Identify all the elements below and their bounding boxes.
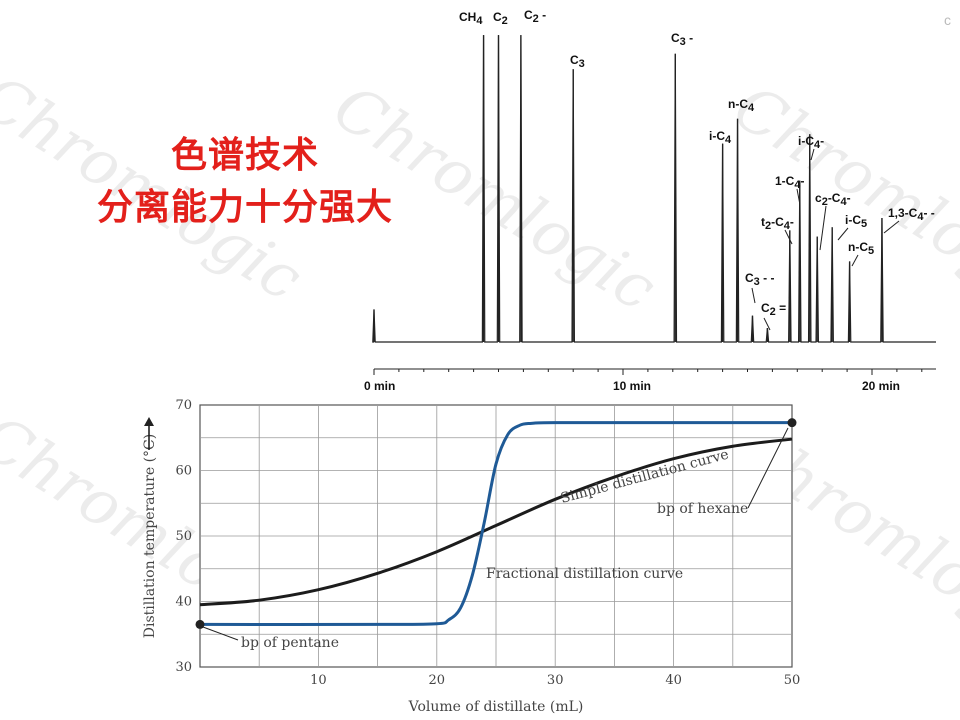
peak-label-9: C2 = — [761, 301, 786, 318]
peak-leader-line — [784, 229, 793, 245]
y-tick-label: 30 — [175, 660, 192, 675]
peak-label-6: i-C4 — [709, 129, 732, 146]
peak-leader-line — [819, 205, 827, 251]
peak-leader-line — [851, 254, 859, 267]
x-tick-label: 20 — [429, 673, 446, 688]
x-tick-label: 30 — [547, 673, 564, 688]
y-tick-label: 40 — [175, 595, 192, 610]
x-tick-label: 40 — [665, 673, 682, 688]
simple-distillation-curve — [199, 437, 793, 607]
fractional-distillation-curve — [199, 421, 792, 626]
heading-line-1: 色谱技术 — [170, 135, 319, 176]
peak-leader-line — [763, 317, 771, 331]
peak-label-7: n-C4 — [728, 97, 755, 114]
pentane-leader-line — [202, 626, 239, 641]
peak-label-5: C3 - — [671, 31, 693, 48]
heading-line-2: 分离能力十分强大 — [96, 187, 393, 228]
hexane-bp-point — [787, 418, 797, 428]
peak-label-11: 1-C4- — [775, 174, 804, 191]
peak-label-15: n-C5 — [848, 240, 874, 257]
peak-leader-line — [796, 188, 801, 206]
peak-label-4: C3 — [570, 53, 585, 70]
fractional-curve-label: Fractional distillation curve — [486, 566, 683, 582]
peak-label-13: c2-C4- — [815, 191, 851, 208]
hexane-bp-label: bp of hexane — [657, 501, 748, 517]
peak-leader-line — [837, 227, 849, 241]
peak-label-14: i-C5 — [845, 213, 867, 230]
peak-label-1: CH4 — [459, 10, 483, 27]
peak-leader-line — [883, 220, 900, 234]
peak-leader-line — [810, 148, 815, 161]
corner-mark: c — [944, 12, 951, 28]
chromatogram-x-tick-label: 10 min — [613, 379, 651, 393]
peak-label-12: i-C4- — [798, 134, 824, 151]
x-tick-label: 10 — [310, 673, 327, 688]
chromatogram-x-tick-label: 20 min — [862, 379, 900, 393]
peak-label-2: C2 — [493, 10, 508, 27]
y-tick-label: 60 — [175, 464, 192, 479]
hexane-leader-line — [747, 427, 789, 509]
y-axis-label: Distillation temperature (°C) — [142, 434, 158, 638]
x-axis-label: Volume of distillate (mL) — [408, 699, 584, 715]
peak-leader-line — [751, 287, 756, 304]
peak-label-3: C2 - — [524, 8, 546, 25]
y-tick-label: 70 — [175, 398, 192, 413]
y-tick-label: 50 — [175, 529, 192, 544]
chromatogram-x-tick-label: 0 min — [364, 379, 395, 393]
pentane-bp-label: bp of pentane — [241, 635, 339, 651]
y-axis-arrow-head — [144, 417, 154, 426]
pentane-bp-point — [195, 619, 205, 629]
chromatogram: 0 min 10 min 20 min CH4 C2 C2 - C3 C3 - i-C4 n-C4… — [364, 8, 936, 393]
peak-label-10: t2-C4- — [761, 215, 794, 232]
peak-label-8: C3 - - — [745, 271, 774, 288]
peak-label-16: 1,3-C4- - — [888, 206, 935, 223]
x-tick-label: 50 — [784, 673, 801, 688]
